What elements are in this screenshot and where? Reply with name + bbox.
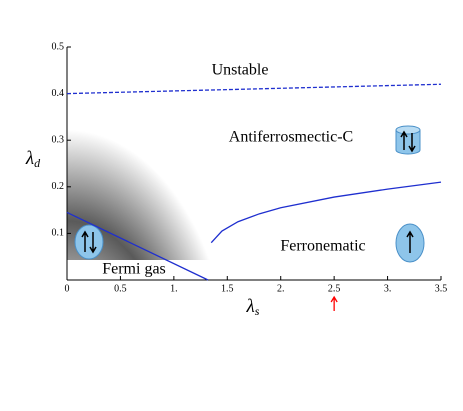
phase-boundary: [66, 83, 442, 95]
icon-single: [395, 223, 425, 263]
x-tick-label: 2.5: [328, 283, 341, 294]
x-tick-label: 0.5: [114, 283, 127, 294]
arrow-marker: [330, 295, 338, 311]
x-tick-label: 1.5: [221, 283, 234, 294]
x-tick-label: 2.: [277, 283, 285, 294]
y-tick-label: 0.1: [52, 228, 65, 239]
axis-subscript: s: [255, 304, 260, 318]
axis-subscript: d: [34, 156, 41, 170]
x-axis-label: λs: [246, 296, 260, 317]
region-label: Ferronematic: [280, 238, 365, 255]
x-tick-label: 0: [65, 283, 70, 294]
axis-symbol: λ: [246, 296, 255, 317]
region-label: Unstable: [212, 62, 269, 79]
y-tick-label: 0.5: [52, 41, 65, 52]
x-tick-label: 3.: [384, 283, 392, 294]
phase-boundary: [210, 181, 442, 244]
icon-cylinder: [395, 125, 421, 155]
x-tick-label: 1.: [170, 283, 178, 294]
axis-symbol: λ: [25, 148, 34, 169]
y-tick-label: 0.4: [52, 88, 65, 99]
icon-paired: [74, 224, 104, 260]
x-tick-label: 3.5: [435, 283, 448, 294]
y-tick-label: 0.3: [52, 134, 65, 145]
region-label: Antiferrosmectic-C: [229, 129, 353, 146]
phase-boundary: [66, 211, 209, 281]
axes: [66, 47, 441, 281]
y-tick-label: 0.2: [52, 181, 65, 192]
region-label: Fermi gas: [102, 261, 166, 278]
y-axis-label: λd: [25, 148, 41, 169]
